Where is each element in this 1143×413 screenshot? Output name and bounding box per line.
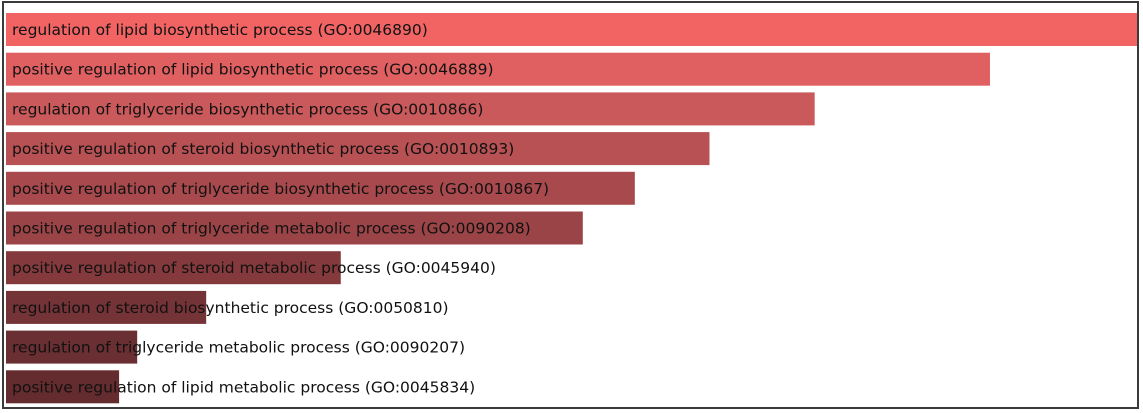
bar-label-2: positive regulation of lipid biosyntheti… [12, 61, 494, 79]
bar-label-3: regulation of triglyceride biosynthetic … [12, 100, 483, 118]
bar-6 [6, 211, 583, 245]
bar-label-1: regulation of lipid biosynthetic process… [12, 21, 428, 39]
bar-9 [6, 330, 138, 364]
bar-2 [6, 52, 990, 86]
bar-label-8: regulation of steroid biosynthetic proce… [12, 299, 449, 317]
bar-label-9: regulation of triglyceride metabolic pro… [12, 339, 465, 357]
bar-3 [6, 92, 815, 126]
bar-1 [6, 13, 1137, 46]
bar-5 [6, 171, 635, 205]
bar-4 [6, 132, 710, 166]
bar-label-10: positive regulation of lipid metabolic p… [12, 378, 475, 396]
bar-7 [6, 251, 341, 285]
bar-label-5: positive regulation of triglyceride bios… [12, 180, 549, 198]
bar-10 [6, 370, 120, 404]
bar-label-7: positive regulation of steroid metabolic… [12, 259, 496, 277]
bar-label-4: positive regulation of steroid biosynthe… [12, 140, 514, 158]
bar-label-6: positive regulation of triglyceride meta… [12, 220, 531, 238]
bar-chart: regulation of lipid biosynthetic process… [6, 13, 1137, 404]
bar-8 [6, 290, 207, 324]
